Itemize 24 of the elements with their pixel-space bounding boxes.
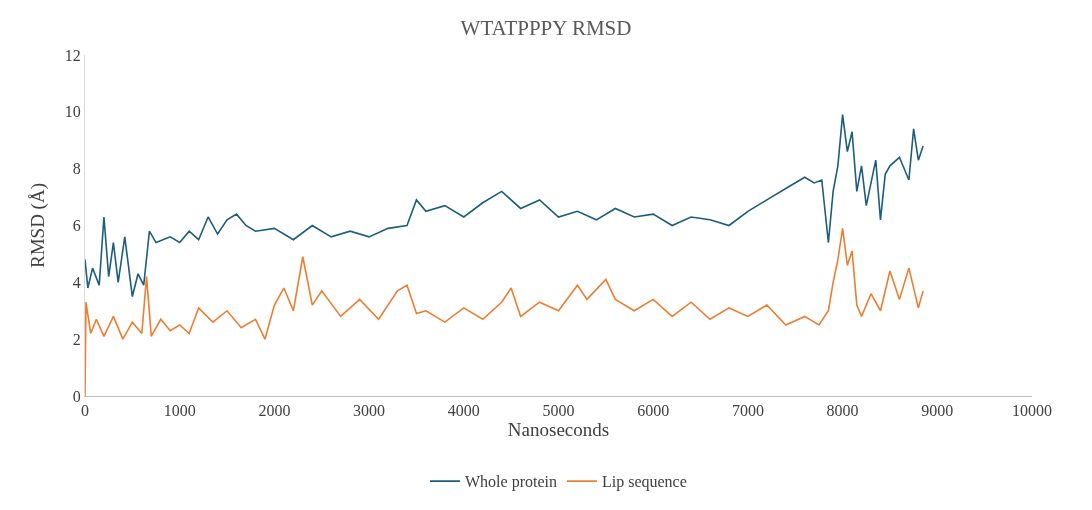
- legend-label: Whole protein: [465, 473, 557, 492]
- x-tick-label: 7000: [731, 402, 764, 420]
- y-axis-title: RMSD (Å): [26, 183, 49, 268]
- y-tick-label: 10: [64, 103, 81, 121]
- y-tick-label: 0: [72, 387, 81, 405]
- x-tick-label: 1000: [163, 402, 196, 420]
- y-tick-label: 6: [72, 217, 81, 235]
- x-tick-label: 6000: [637, 402, 670, 420]
- x-tick-label: 4000: [447, 402, 480, 420]
- x-tick-label: 5000: [542, 402, 575, 420]
- x-tick-label: 2000: [258, 402, 291, 420]
- line-series: [85, 113, 924, 298]
- line-series: [85, 227, 924, 396]
- x-tick-label: 10000: [1012, 402, 1052, 420]
- chart-title: WTATPPPY RMSD: [460, 16, 632, 41]
- y-tick-label: 12: [64, 46, 81, 64]
- x-axis-title: Nanoseconds: [507, 419, 610, 441]
- x-tick-label: 8000: [826, 402, 859, 420]
- x-tick-label: 3000: [353, 402, 386, 420]
- legend-label: Lip sequence: [601, 473, 687, 492]
- y-tick-label: 4: [72, 273, 81, 291]
- y-tick-label: 2: [72, 330, 81, 348]
- y-tick-label: 8: [72, 160, 81, 178]
- x-tick-label: 9000: [921, 402, 954, 420]
